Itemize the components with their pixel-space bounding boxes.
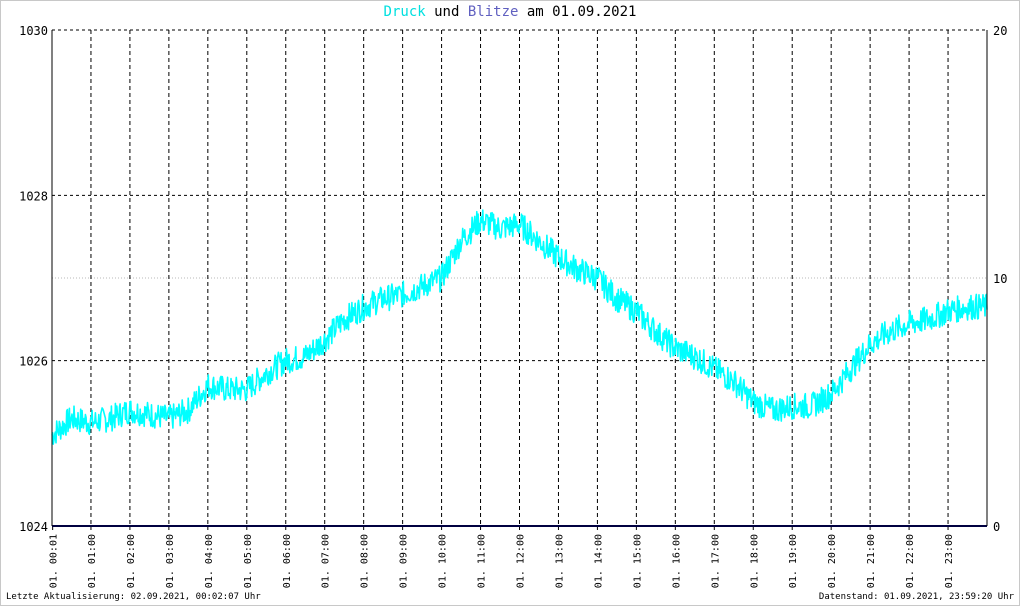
left-tick-label: 1026: [19, 355, 48, 369]
left-tick-label: 1030: [19, 24, 48, 38]
x-tick-label: 01. 19:00: [788, 534, 799, 588]
title-blitze: Blitze: [467, 4, 519, 20]
x-tick-label: 01. 21:00: [866, 534, 877, 588]
x-tick-label: 01. 22:00: [905, 534, 916, 588]
x-tick-label: 01. 08:00: [360, 534, 371, 588]
druck-line: [51, 209, 988, 445]
axes: [51, 29, 988, 527]
chart-title: Druck und Blitze am 01.09.2021: [0, 4, 1020, 20]
last-update-text: Letzte Aktualisierung: 02.09.2021, 00:02…: [6, 592, 261, 602]
x-tick-label: 01. 13:00: [554, 534, 565, 588]
x-tick-label: 01. 00:01: [49, 534, 60, 588]
x-tick-label: 01. 03:00: [165, 534, 176, 588]
x-tick-label: 01. 16:00: [671, 534, 682, 588]
x-tick-label: 01. 01:00: [87, 534, 98, 588]
data-state-text: Datenstand: 01.09.2021, 23:59:20 Uhr: [818, 592, 1014, 602]
x-tick-label: 01. 05:00: [243, 534, 254, 588]
x-tick-label: 01. 11:00: [477, 534, 488, 588]
x-tick-label: 01. 15:00: [632, 534, 643, 588]
x-tick-label: 01. 23:00: [944, 534, 955, 588]
x-tick-label: 01. 09:00: [399, 534, 410, 588]
right-tick-label: 10: [993, 272, 1007, 286]
left-tick-label: 1024: [19, 520, 48, 534]
x-tick-label: 01. 02:00: [126, 534, 137, 588]
grid-lines: [52, 30, 987, 526]
right-tick-label: 20: [993, 24, 1007, 38]
x-tick-label: 01. 04:00: [204, 534, 215, 588]
x-tick-label: 01. 17:00: [710, 534, 721, 588]
right-tick-label: 0: [993, 520, 1000, 534]
x-tick-label: 01. 07:00: [321, 534, 332, 588]
axis-ticks: 1024 1026 1028 1030 0 10 20 01. 00:01 01. 01:00 0…: [19, 24, 1007, 588]
title-date: am 01.09.2021: [518, 4, 637, 20]
left-tick-label: 1028: [19, 189, 48, 203]
x-tick-label: 01. 06:00: [282, 534, 293, 588]
title-druck: Druck: [383, 4, 426, 20]
title-und: und: [425, 4, 468, 20]
x-tick-label: 01. 10:00: [438, 534, 449, 588]
x-tick-label: 01. 20:00: [827, 534, 838, 588]
x-tick-label: 01. 18:00: [749, 534, 760, 588]
x-tick-label: 01. 14:00: [593, 534, 604, 588]
x-tick-label: 01. 12:00: [516, 534, 527, 588]
